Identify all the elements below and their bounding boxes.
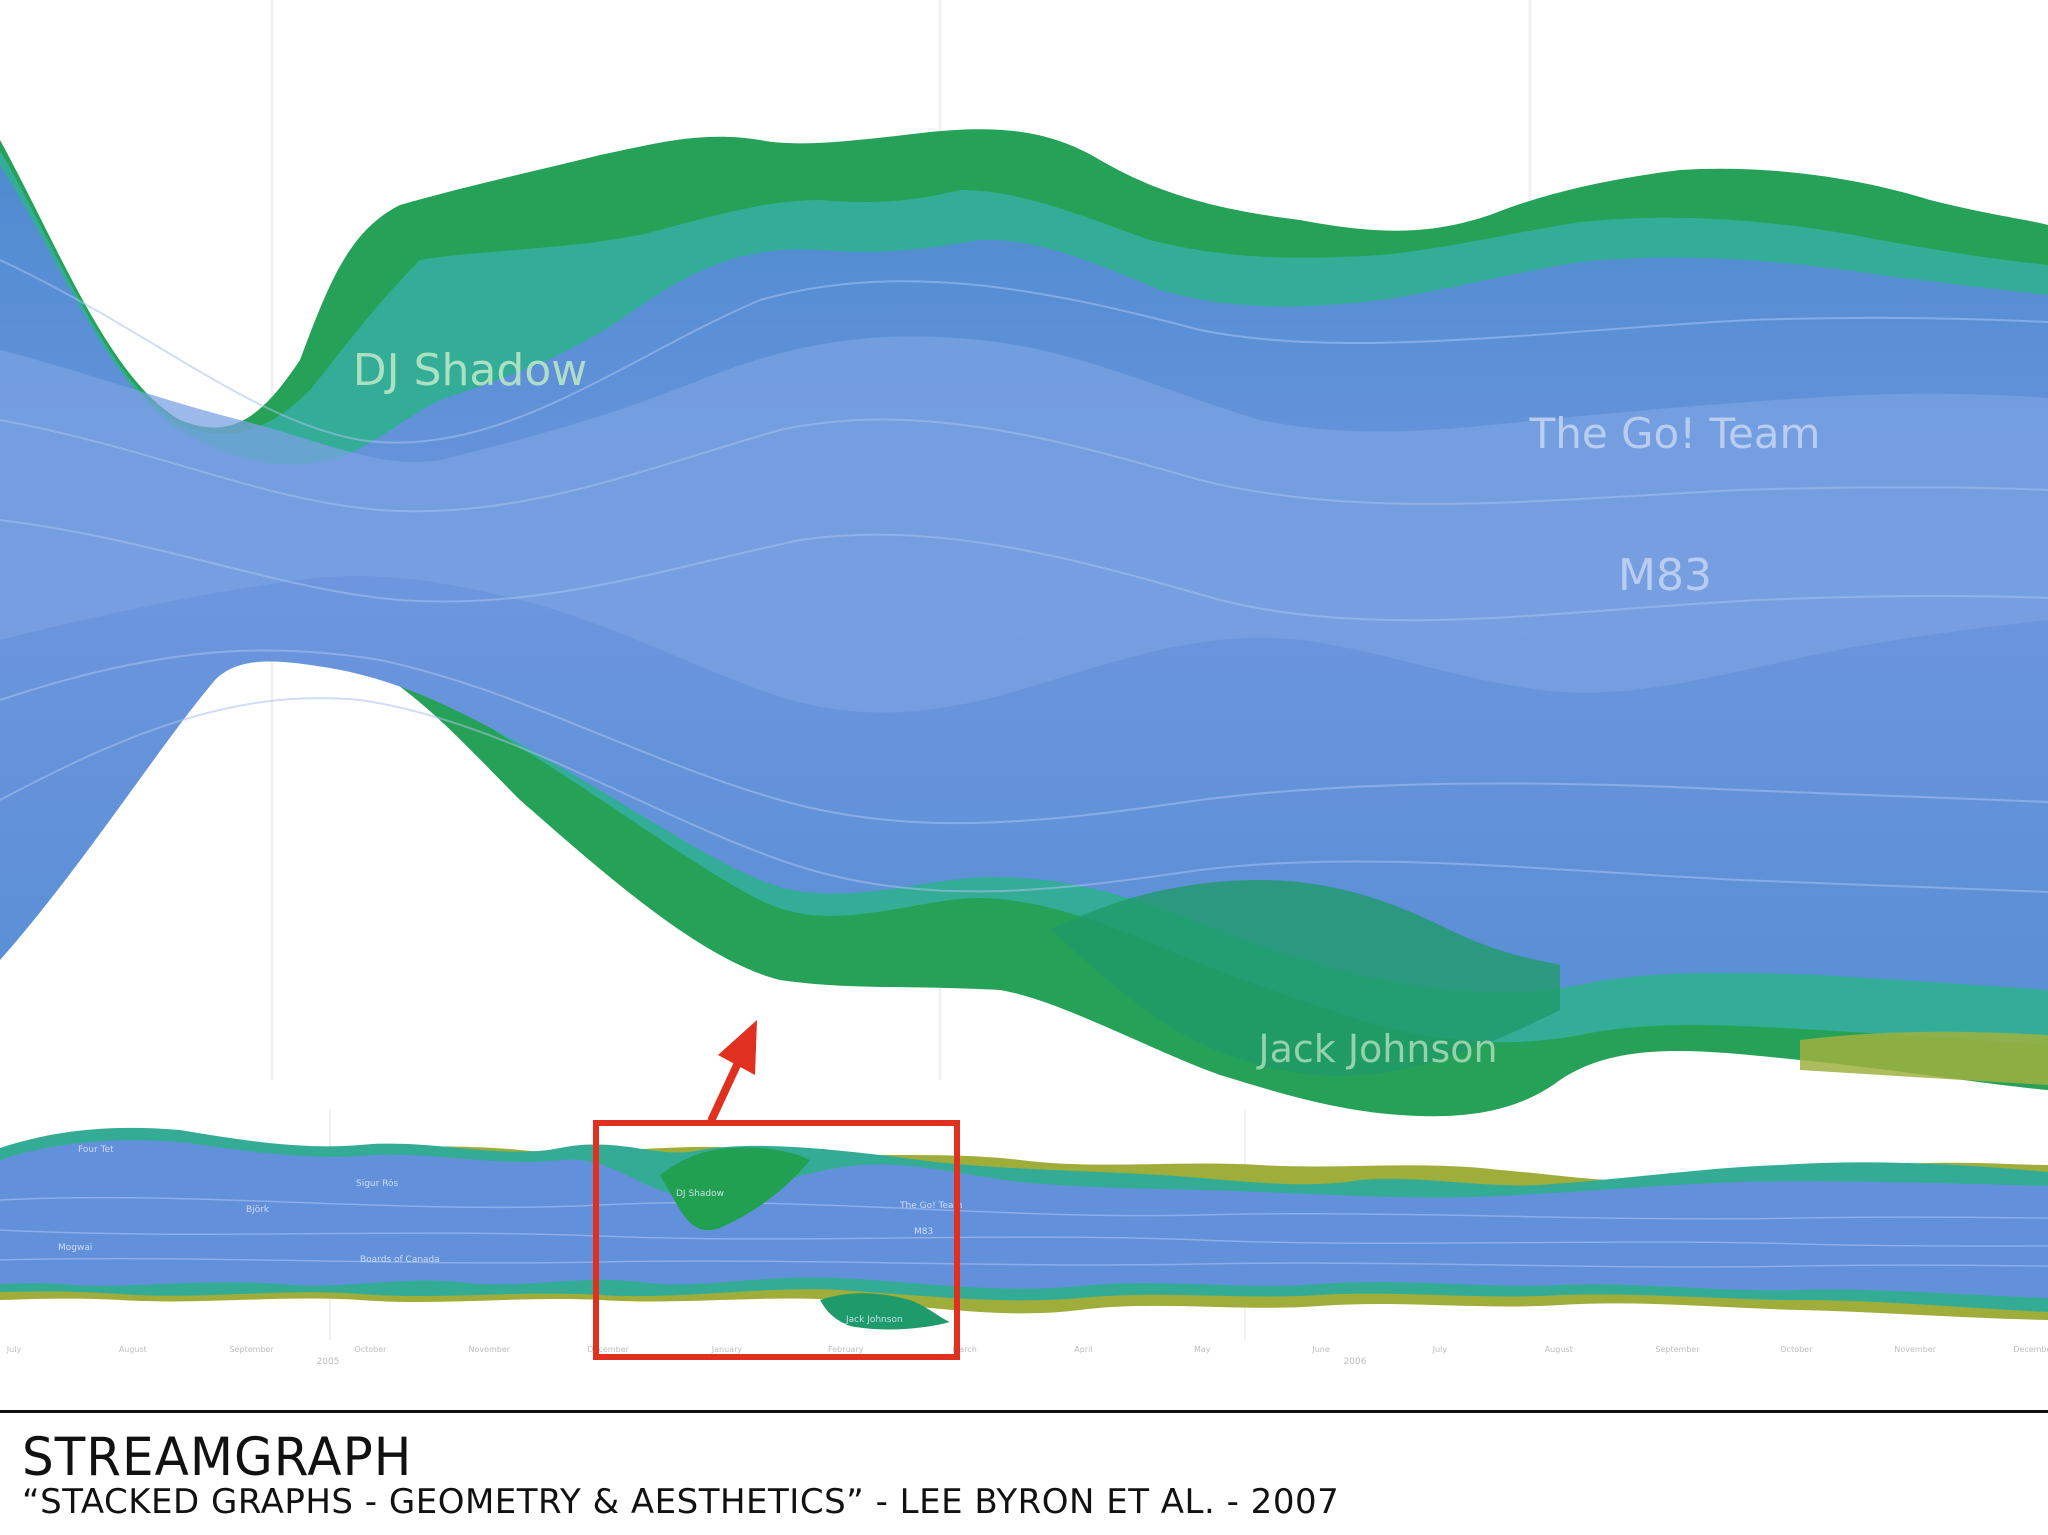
overview-layer-blue — [0, 1140, 2048, 1298]
overview-x-tick: November — [468, 1345, 510, 1354]
overview-x-tick: October — [1780, 1345, 1813, 1354]
overview-x-ticks: July August September October November Decemb… — [6, 1345, 2048, 1354]
caption-title: STREAMGRAPH — [22, 1426, 413, 1488]
overview-x-tick: September — [1655, 1345, 1700, 1354]
overview-x-tick: July — [1432, 1345, 1448, 1354]
zoom-label-jack-johnson: Jack Johnson — [1256, 1027, 1497, 1071]
overview-x-tick: March — [952, 1345, 976, 1354]
overview-streamgraph: Four Tet Sigur Rós Björk Mogwai Boards o… — [0, 1127, 2048, 1367]
caption-subtitle: “STACKED GRAPHS - GEOMETRY & AESTHETICS”… — [22, 1482, 1340, 1522]
overview-x-tick: August — [1545, 1345, 1573, 1354]
overview-x-tick: September — [230, 1345, 275, 1354]
stream-layer-olive — [1800, 1031, 2048, 1085]
overview-x-tick: July — [6, 1345, 22, 1354]
overview-x-tick: August — [119, 1345, 147, 1354]
overview-layer-jack-johnson — [820, 1293, 950, 1330]
zoom-highlight-box — [593, 1120, 960, 1360]
overview-label-m83: M83 — [914, 1227, 933, 1237]
overview-x-tick: June — [1311, 1345, 1330, 1354]
zoomed-streamgraph: DJ Shadow The Go! Team M83 Jack Johnson — [0, 129, 2048, 1117]
overview-x-tick: November — [1894, 1345, 1936, 1354]
overview-year-2005: 2005 — [317, 1357, 340, 1367]
overview-label-jack-johnson: Jack Johnson — [845, 1315, 903, 1325]
overview-x-tick: May — [1194, 1345, 1211, 1354]
stream-layer-jack-johnson — [1050, 880, 1560, 1076]
overview-label-bjork: Björk — [246, 1205, 270, 1215]
overview-label-dj-shadow: DJ Shadow — [676, 1189, 724, 1199]
overview-labels: Four Tet Sigur Rós Björk Mogwai Boards o… — [58, 1145, 962, 1325]
caption-rule — [0, 1410, 2048, 1413]
overview-x-tick: October — [354, 1345, 387, 1354]
overview-layer-dj-shadow — [660, 1147, 810, 1231]
overview-x-tick: January — [711, 1345, 743, 1354]
overview-year-2006: 2006 — [1344, 1357, 1367, 1367]
overview-label-go-team: The Go! Team — [899, 1201, 962, 1211]
overview-x-tick: February — [828, 1345, 864, 1354]
stream-streaks — [0, 259, 2048, 893]
overview-x-tick: December — [587, 1345, 629, 1354]
zoom-arrow — [707, 1020, 757, 1123]
overview-label-four-tet: Four Tet — [78, 1145, 114, 1155]
zoom-label-go-team: The Go! Team — [1529, 409, 1821, 458]
stream-layer-inner-light — [0, 336, 2048, 713]
overview-streaks — [0, 1196, 2048, 1268]
zoom-label-m83: M83 — [1618, 550, 1712, 601]
overview-label-sigur-ros: Sigur Rós — [356, 1178, 399, 1189]
zoom-label-dj-shadow: DJ Shadow — [353, 345, 587, 396]
overview-x-tick: December — [2013, 1345, 2048, 1354]
overview-x-tick: April — [1074, 1345, 1092, 1354]
overview-label-boards-of-canada: Boards of Canada — [360, 1255, 440, 1265]
overview-label-mogwai: Mogwai — [58, 1243, 92, 1253]
